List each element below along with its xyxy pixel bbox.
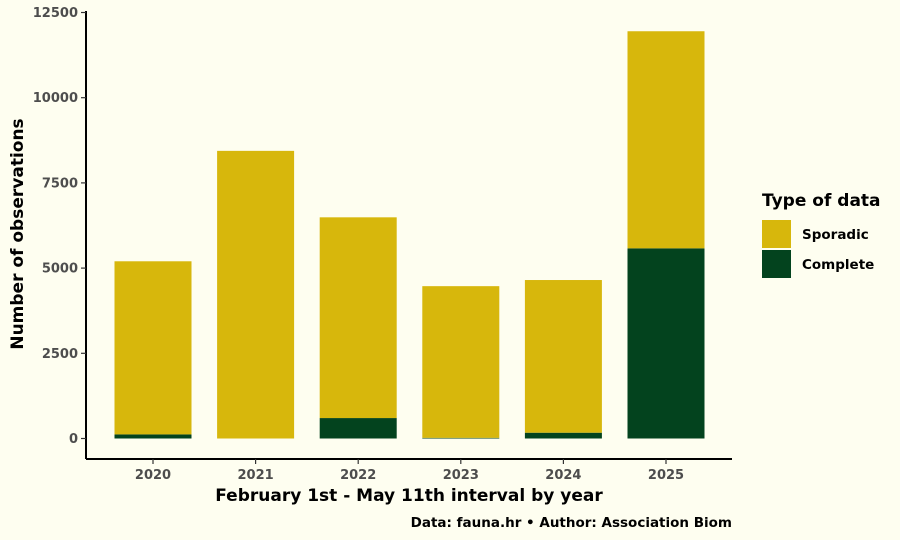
caption: Data: fauna.hr • Author: Association Bio… — [411, 515, 732, 531]
bar-sporadic-2024 — [524, 280, 602, 433]
bar-sporadic-2021 — [217, 150, 295, 439]
bar-complete-2025 — [627, 248, 705, 439]
x-tick-label-2025: 2025 — [648, 468, 684, 483]
x-axis-title: February 1st - May 11th interval by year — [215, 486, 603, 506]
plot-area — [114, 31, 705, 439]
bar-complete-2022 — [319, 418, 397, 439]
y-axis-title: Number of observations — [8, 118, 28, 349]
bar-sporadic-2022 — [319, 217, 397, 419]
x-tick-label-2023: 2023 — [443, 468, 479, 483]
legend-label-sporadic: Sporadic — [802, 227, 869, 243]
bar-sporadic-2020 — [114, 261, 192, 435]
x-tick-label-2024: 2024 — [545, 468, 581, 483]
legend: Type of data Sporadic Complete — [762, 191, 881, 278]
x-tick-label-2022: 2022 — [340, 468, 376, 483]
y-tick-label-2500: 2500 — [42, 347, 78, 362]
legend-swatch-complete — [762, 250, 791, 278]
y-tick-label-5000: 5000 — [42, 262, 78, 277]
y-tick-label-0: 0 — [69, 432, 78, 447]
legend-swatch-sporadic — [762, 220, 791, 248]
legend-label-complete: Complete — [802, 257, 874, 273]
axes: 0 2500 5000 7500 10000 12500 2020 2021 2022 2023 2… — [33, 6, 732, 483]
y-tick-label-12500: 12500 — [33, 6, 78, 21]
legend-title: Type of data — [762, 191, 881, 211]
bar-complete-2020 — [114, 434, 192, 439]
y-tick-label-7500: 7500 — [42, 176, 78, 191]
y-tick-label-10000: 10000 — [33, 91, 78, 106]
bar-complete-2023 — [422, 437, 500, 439]
x-tick-label-2020: 2020 — [135, 468, 171, 483]
bar-sporadic-2023 — [422, 286, 500, 438]
bar-complete-2024 — [524, 432, 602, 439]
bar-sporadic-2025 — [627, 31, 705, 249]
x-tick-label-2021: 2021 — [238, 468, 274, 483]
